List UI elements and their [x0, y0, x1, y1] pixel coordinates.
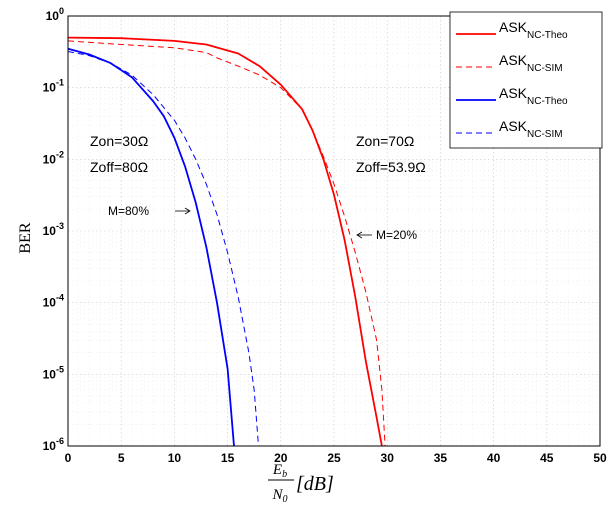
- series-line-1: [67, 40, 386, 447]
- x-tick-label: 15: [221, 451, 235, 465]
- arrow-left-icon: [356, 231, 372, 239]
- annotation-left-zon: Zon=30Ω: [90, 133, 148, 149]
- annotation-m80: M=80%: [108, 204, 149, 218]
- legend-label-2: ASKNC-Theo: [499, 85, 568, 107]
- x-label-denominator: N0: [271, 487, 287, 505]
- y-axis-label: BER: [17, 222, 34, 253]
- y-tick-labels: 100 10-1 10-2 10-3 10-4 10-5 10-6: [43, 6, 64, 453]
- series-group: [67, 36, 386, 447]
- legend: ASKNC-Theo ASKNC-SIM ASKNC-Theo ASKNC-SIM: [449, 11, 603, 149]
- legend-label-3: ASKNC-SIM: [499, 118, 563, 140]
- x-tick-label: 40: [487, 451, 501, 465]
- y-tick-label: 10-5: [43, 364, 64, 381]
- legend-label-1: ASKNC-SIM: [499, 52, 563, 74]
- x-tick-label: 50: [593, 451, 607, 465]
- x-tick-label: 0: [65, 451, 72, 465]
- grid-lines: [68, 16, 600, 446]
- x-tick-labels: 0 5 10 15 20 25 30 35 40 45 50: [65, 451, 607, 465]
- x-tick-label: 30: [381, 451, 395, 465]
- y-tick-label: 10-3: [43, 221, 64, 238]
- annotation-left-zoff: Zoff=80Ω: [90, 159, 148, 175]
- x-axis-label: Eb N0 [dB]: [268, 462, 334, 505]
- arrow-right-icon: [175, 207, 191, 215]
- x-label-unit: [dB]: [296, 473, 334, 495]
- y-tick-label: 10-1: [43, 78, 64, 95]
- series-line-3: [67, 51, 259, 447]
- x-tick-label: 20: [274, 451, 288, 465]
- y-tick-label: 100: [46, 6, 64, 23]
- annotation-m20: M=20%: [376, 228, 417, 242]
- x-tick-label: 35: [434, 451, 448, 465]
- x-tick-label: 10: [168, 451, 182, 465]
- x-tick-label: 45: [540, 451, 554, 465]
- y-tick-label: 10-6: [43, 436, 64, 453]
- x-label-numerator: Eb: [272, 462, 287, 480]
- annotation-right-zon: Zon=70Ω: [356, 133, 414, 149]
- plot-frame: [67, 15, 601, 447]
- annotation-right-zoff: Zoff=53.9Ω: [356, 159, 426, 175]
- y-tick-label: 10-2: [43, 149, 64, 166]
- legend-label-0: ASKNC-Theo: [499, 19, 568, 41]
- x-tick-label: 25: [327, 451, 341, 465]
- x-tick-label: 5: [118, 451, 125, 465]
- y-tick-label: 10-4: [43, 293, 64, 310]
